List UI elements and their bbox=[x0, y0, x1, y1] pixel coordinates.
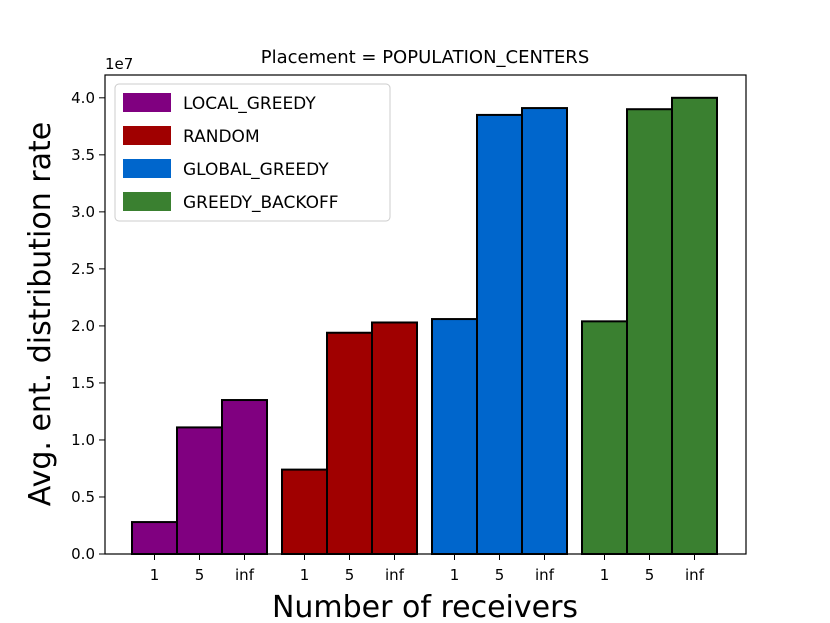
x-axis-label: Number of receivers bbox=[272, 590, 578, 623]
bar-random-5 bbox=[326, 331, 373, 555]
y-tick-label: 0.0 bbox=[71, 545, 95, 563]
chart-title: Placement = POPULATION_CENTERS bbox=[261, 47, 590, 68]
x-tick-label: 5 bbox=[645, 566, 655, 584]
x-tick-label: inf bbox=[685, 566, 705, 584]
bar-greedy-backoff-inf bbox=[671, 96, 718, 556]
legend-label: GREEDY_BACKOFF bbox=[183, 193, 339, 213]
legend-label: RANDOM bbox=[183, 127, 260, 147]
bar-random-inf bbox=[371, 321, 418, 555]
y-tick-label: 4.0 bbox=[71, 89, 95, 107]
bar-local-greedy-5 bbox=[176, 426, 223, 555]
x-tick-label: 5 bbox=[195, 566, 205, 584]
y-offset-label: 1e7 bbox=[105, 55, 133, 73]
x-tick-label: 1 bbox=[600, 566, 610, 584]
bar-random-1 bbox=[281, 468, 328, 556]
x-tick-label: 1 bbox=[300, 566, 310, 584]
y-tick-label: 2.5 bbox=[71, 260, 95, 278]
legend-label: LOCAL_GREEDY bbox=[183, 94, 316, 114]
legend-swatch-local-greedy bbox=[123, 93, 171, 112]
y-tick-label: 1.0 bbox=[71, 431, 95, 449]
y-axis-label: Avg. ent. distribution rate bbox=[23, 122, 58, 506]
x-tick-label: 5 bbox=[345, 566, 355, 584]
legend-swatch-random bbox=[123, 126, 171, 145]
x-tick-label: inf bbox=[535, 566, 555, 584]
y-tick-label: 2.0 bbox=[71, 317, 95, 335]
bar-local-greedy-1 bbox=[131, 521, 178, 555]
bar-greedy-backoff-5 bbox=[626, 108, 673, 555]
bar-global-greedy-inf bbox=[521, 107, 568, 555]
x-tick-label: 5 bbox=[495, 566, 505, 584]
legend-swatch-greedy-backoff bbox=[123, 192, 171, 211]
x-tick-label: 1 bbox=[450, 566, 460, 584]
x-tick-label: 1 bbox=[150, 566, 160, 584]
bar-local-greedy-inf bbox=[221, 399, 268, 555]
y-tick-label: 1.5 bbox=[71, 374, 95, 392]
bar-greedy-backoff-1 bbox=[581, 320, 628, 556]
x-tick-label: inf bbox=[385, 566, 405, 584]
plot-frame bbox=[104, 74, 747, 555]
legend-box bbox=[114, 83, 391, 222]
legend-label: GLOBAL_GREEDY bbox=[183, 160, 329, 180]
y-tick-label: 3.0 bbox=[71, 203, 95, 221]
y-tick-label: 0.5 bbox=[71, 488, 95, 506]
x-tick-label: inf bbox=[235, 566, 255, 584]
y-tick-label: 3.5 bbox=[71, 146, 95, 164]
bar-global-greedy-5 bbox=[476, 113, 523, 556]
bar-global-greedy-1 bbox=[431, 318, 478, 555]
legend-swatch-global-greedy bbox=[123, 159, 171, 178]
